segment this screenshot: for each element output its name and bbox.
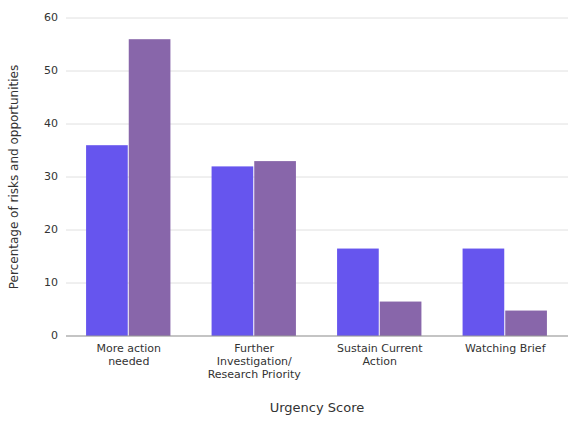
x-tick-label: Sustain CurrentAction (337, 342, 423, 368)
y-tick-label: 40 (44, 117, 58, 130)
bar (129, 39, 171, 336)
bar (505, 311, 547, 336)
x-tick-label: Watching Brief (465, 342, 547, 355)
bar (86, 145, 128, 336)
bar (463, 249, 505, 336)
bar (380, 302, 422, 336)
x-axis-title: Urgency Score (270, 400, 365, 415)
bar (212, 166, 254, 336)
chart: 0 10 20 30 40 50 60 More actionneeded FurtherInv… (0, 0, 584, 424)
x-tick-label: FurtherInvestigation/Research Priority (208, 342, 302, 381)
bar (254, 161, 296, 336)
y-tick-label: 60 (44, 11, 58, 24)
y-tick-label: 30 (44, 170, 58, 183)
page: {"chart_data": {"type": "bar", "categori… (0, 0, 584, 424)
y-tick-label: 0 (51, 329, 58, 342)
grid (66, 18, 568, 336)
grid-line (66, 336, 568, 337)
bar (337, 249, 379, 336)
series (129, 39, 547, 336)
y-tick-label: 10 (44, 276, 58, 289)
grid-line (66, 18, 568, 19)
y-tick-label: 50 (44, 64, 58, 77)
x-tick-label: More actionneeded (96, 342, 161, 368)
x-axis-line (66, 336, 568, 337)
x-axis: More actionneeded FurtherInvestigation/Re… (96, 342, 546, 381)
y-tick-label: 20 (44, 223, 58, 236)
chart-container: 0 10 20 30 40 50 60 More actionneeded FurtherInv… (0, 0, 584, 424)
y-axis: 0 10 20 30 40 50 60 (44, 11, 58, 342)
y-axis-title: Percentage of risks and opportunities (7, 65, 21, 289)
bars (86, 39, 547, 336)
